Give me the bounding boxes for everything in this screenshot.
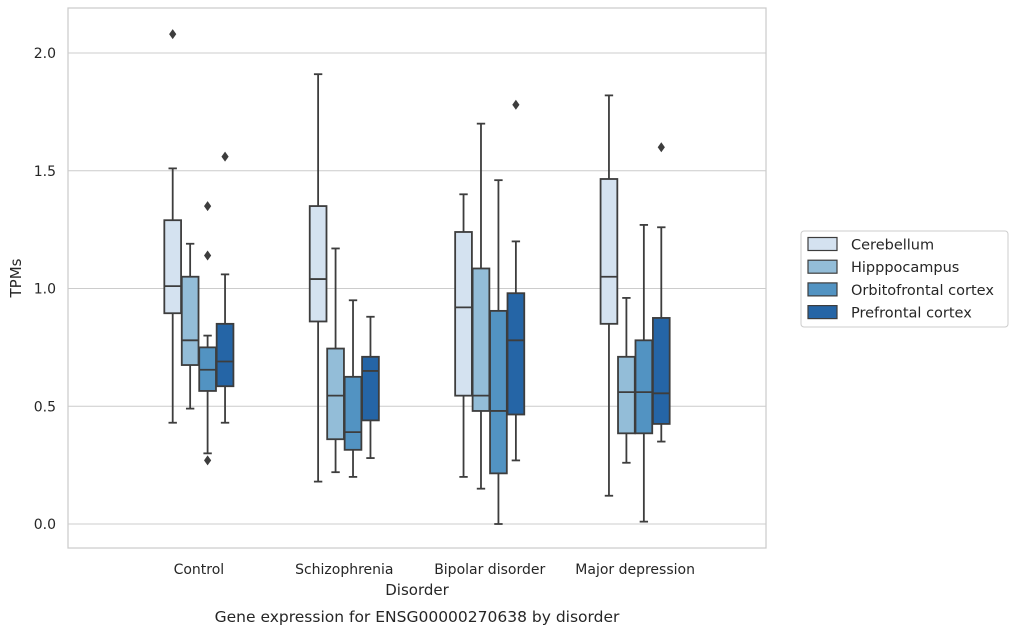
y-axis-ticks: 0.0 0.5 1.0 1.5 2.0	[34, 46, 56, 533]
box-iqr	[343, 375, 363, 451]
legend-swatch	[807, 282, 838, 297]
legend-swatch	[807, 236, 838, 252]
box-group	[215, 151, 235, 424]
box-iqr	[215, 322, 235, 388]
box-group	[454, 193, 473, 478]
x-tick-label: Schizophrenia	[295, 562, 393, 578]
box-group	[308, 73, 328, 483]
box-iqr	[361, 355, 380, 422]
box-iqr	[506, 292, 526, 416]
y-tick-label: 1.0	[34, 282, 56, 298]
box-iqr	[634, 339, 654, 435]
y-tick-label: 0.5	[34, 399, 56, 415]
box-group	[617, 297, 636, 464]
x-axis-label: Disorder	[385, 581, 449, 599]
y-tick-label: 0.0	[34, 517, 56, 533]
box-iqr	[163, 219, 182, 315]
legend-entry-label: Prefrontal cortex	[851, 306, 972, 322]
box-group	[506, 99, 526, 462]
outlier-marker	[657, 142, 665, 153]
box-iqr	[489, 309, 508, 475]
legend-entry-label: Orbitofrontal cortex	[851, 283, 994, 299]
outlier-marker	[512, 99, 520, 110]
y-tick-label: 1.5	[34, 164, 56, 180]
box-iqr	[617, 355, 636, 435]
box-group	[198, 201, 217, 466]
box-iqr	[652, 317, 671, 425]
box-group	[652, 142, 671, 443]
legend-entry-label: Hipppocampus	[851, 260, 959, 276]
box-iqr	[308, 205, 328, 323]
box-series	[163, 29, 671, 525]
x-tick-label: Control	[174, 562, 225, 578]
chart-caption: Gene expression for ENSG00000270638 by d…	[215, 608, 620, 626]
outlier-marker	[204, 250, 212, 261]
outlier-marker	[169, 29, 177, 40]
x-axis-ticks: Control Schizophrenia Bipolar disorder Majo…	[174, 562, 695, 578]
outlier-marker	[204, 201, 212, 212]
legend-frame	[800, 230, 1009, 328]
box-iqr	[471, 267, 491, 412]
legend-swatch	[807, 305, 838, 320]
legend-swatch	[807, 259, 838, 274]
box-group	[489, 179, 508, 525]
box-group	[599, 94, 619, 497]
plot-frame	[67, 7, 767, 549]
box-group	[163, 29, 182, 424]
legend: Cerebellum Hipppocampus Orbitofrontal cort…	[800, 230, 1009, 328]
legend-entry-label: Cerebellum	[851, 238, 934, 254]
box-iqr	[599, 178, 619, 325]
x-tick-label: Major depression	[575, 562, 695, 578]
y-tick-label: 2.0	[34, 46, 56, 62]
box-iqr	[180, 275, 200, 366]
box-group	[180, 242, 200, 410]
outlier-marker	[221, 151, 229, 162]
box-group	[326, 247, 345, 474]
box-iqr	[454, 231, 473, 397]
box-group	[361, 315, 380, 459]
box-iqr	[326, 347, 345, 441]
y-axis-label: TPMs	[7, 258, 25, 298]
x-tick-label: Bipolar disorder	[434, 562, 545, 578]
outlier-marker	[204, 455, 212, 466]
